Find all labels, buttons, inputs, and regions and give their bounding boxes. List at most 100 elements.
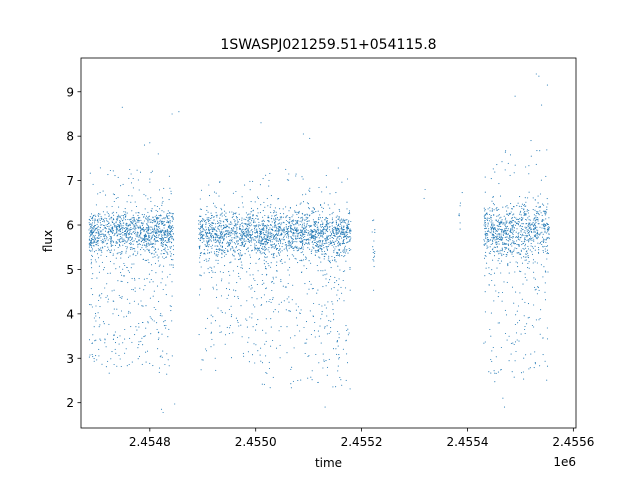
- data-point: [545, 211, 547, 213]
- data-point: [514, 247, 516, 249]
- data-point: [268, 300, 270, 303]
- data-point: [255, 252, 257, 254]
- data-point: [265, 274, 268, 276]
- data-point: [222, 271, 224, 274]
- data-point: [153, 221, 155, 223]
- data-point: [165, 230, 167, 232]
- data-point: [199, 246, 201, 248]
- data-point: [264, 256, 266, 258]
- data-point: [237, 221, 239, 223]
- data-point: [302, 133, 304, 135]
- data-point: [95, 242, 97, 244]
- data-point: [246, 238, 249, 240]
- data-point: [92, 231, 94, 234]
- data-point: [514, 271, 516, 273]
- data-point: [372, 220, 374, 222]
- data-point: [547, 203, 549, 205]
- data-point: [234, 232, 236, 234]
- data-point: [297, 220, 299, 222]
- data-point: [129, 232, 131, 234]
- data-point: [132, 220, 134, 222]
- data-point: [123, 240, 125, 243]
- data-point: [234, 243, 237, 245]
- data-point: [287, 237, 289, 239]
- data-point: [546, 258, 548, 260]
- data-point: [97, 240, 99, 242]
- data-point: [104, 245, 106, 247]
- data-point: [492, 238, 494, 240]
- data-point: [495, 208, 497, 210]
- data-point: [113, 234, 115, 237]
- data-point: [107, 212, 109, 215]
- data-point: [110, 249, 112, 251]
- data-point: [544, 212, 546, 214]
- data-point: [501, 231, 503, 233]
- data-point: [534, 199, 536, 201]
- data-point: [346, 201, 348, 203]
- data-point: [543, 219, 545, 221]
- data-point: [529, 229, 532, 231]
- data-point: [281, 262, 283, 264]
- data-point: [225, 232, 228, 234]
- data-point: [159, 238, 161, 240]
- data-point: [494, 239, 496, 241]
- data-point: [170, 227, 172, 229]
- data-point: [99, 306, 101, 308]
- data-point: [230, 234, 232, 236]
- data-point: [544, 231, 546, 233]
- data-point: [117, 280, 119, 282]
- data-point: [344, 232, 346, 234]
- data-point: [228, 288, 231, 290]
- data-point: [498, 292, 500, 294]
- data-point: [149, 178, 151, 180]
- data-point: [99, 248, 101, 250]
- data-point: [527, 234, 529, 237]
- data-point: [275, 248, 277, 250]
- data-point: [91, 254, 93, 256]
- data-point: [116, 229, 118, 231]
- data-point: [345, 340, 347, 342]
- data-point: [497, 251, 499, 253]
- data-point: [163, 321, 165, 323]
- data-point: [220, 236, 222, 238]
- data-point: [125, 348, 127, 350]
- data-point: [284, 241, 287, 244]
- data-point: [151, 208, 153, 210]
- data-point: [297, 306, 299, 308]
- data-point: [525, 259, 527, 261]
- data-point: [535, 215, 537, 217]
- data-point: [521, 298, 523, 300]
- data-point: [528, 209, 530, 212]
- data-point: [524, 245, 526, 247]
- data-point: [329, 237, 331, 239]
- data-point: [484, 191, 486, 193]
- data-point: [238, 228, 241, 230]
- data-point: [548, 236, 550, 238]
- data-point: [254, 221, 256, 223]
- data-point: [94, 313, 97, 315]
- data-point: [216, 245, 218, 247]
- data-point: [209, 266, 211, 268]
- data-point: [521, 218, 523, 220]
- data-point: [510, 242, 512, 244]
- data-point: [112, 254, 114, 257]
- data-point: [170, 305, 172, 307]
- data-point: [199, 223, 201, 225]
- data-point: [320, 270, 322, 272]
- data-point: [534, 362, 536, 364]
- data-point: [91, 232, 93, 234]
- data-point: [284, 244, 286, 246]
- data-point: [525, 253, 527, 255]
- data-point: [167, 238, 169, 240]
- data-point: [142, 222, 144, 224]
- data-point: [298, 248, 300, 250]
- data-point: [249, 274, 251, 276]
- data-point: [157, 221, 159, 223]
- data-point: [204, 220, 206, 222]
- data-point: [504, 219, 506, 221]
- data-point: [107, 239, 109, 241]
- data-point: [333, 319, 335, 321]
- data-point: [198, 238, 200, 240]
- data-point: [522, 283, 524, 285]
- data-point: [228, 232, 230, 234]
